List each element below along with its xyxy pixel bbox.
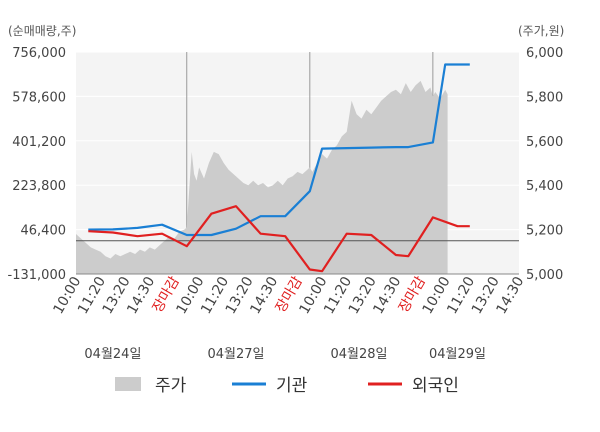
legend-label: 외국인: [412, 376, 459, 396]
left-tick-label: 756,000: [12, 46, 66, 61]
legend-label: 주가: [155, 376, 187, 396]
right-tick-label: 6,000: [526, 46, 563, 61]
left-tick-label: 401,200: [12, 135, 66, 150]
foreign-line: [88, 205, 470, 273]
left-axis-title: (순매매량,주): [8, 24, 76, 38]
legend-label: 기관: [276, 376, 307, 396]
right-tick-label: 5,400: [526, 179, 563, 194]
right-tick-label: 5,800: [526, 90, 563, 105]
left-tick-label: 578,600: [12, 90, 66, 105]
day-label: 04월29일: [429, 347, 486, 362]
legend-swatch-price: [115, 377, 141, 391]
day-label: 04월28일: [331, 347, 388, 362]
price-area: [76, 80, 448, 275]
institution-line: [88, 63, 470, 237]
left-tick-label: 46,400: [21, 224, 67, 239]
right-tick-label: 5,600: [526, 135, 563, 150]
right-tick-label: 5,000: [526, 268, 563, 283]
right-tick-label: 5,200: [526, 224, 563, 239]
day-label: 04월27일: [207, 347, 264, 362]
day-label: 04월24일: [84, 347, 141, 362]
right-axis-title: (주가,원): [518, 24, 564, 38]
left-tick-label: 223,800: [12, 179, 66, 194]
left-tick-label: -131,000: [8, 268, 66, 283]
